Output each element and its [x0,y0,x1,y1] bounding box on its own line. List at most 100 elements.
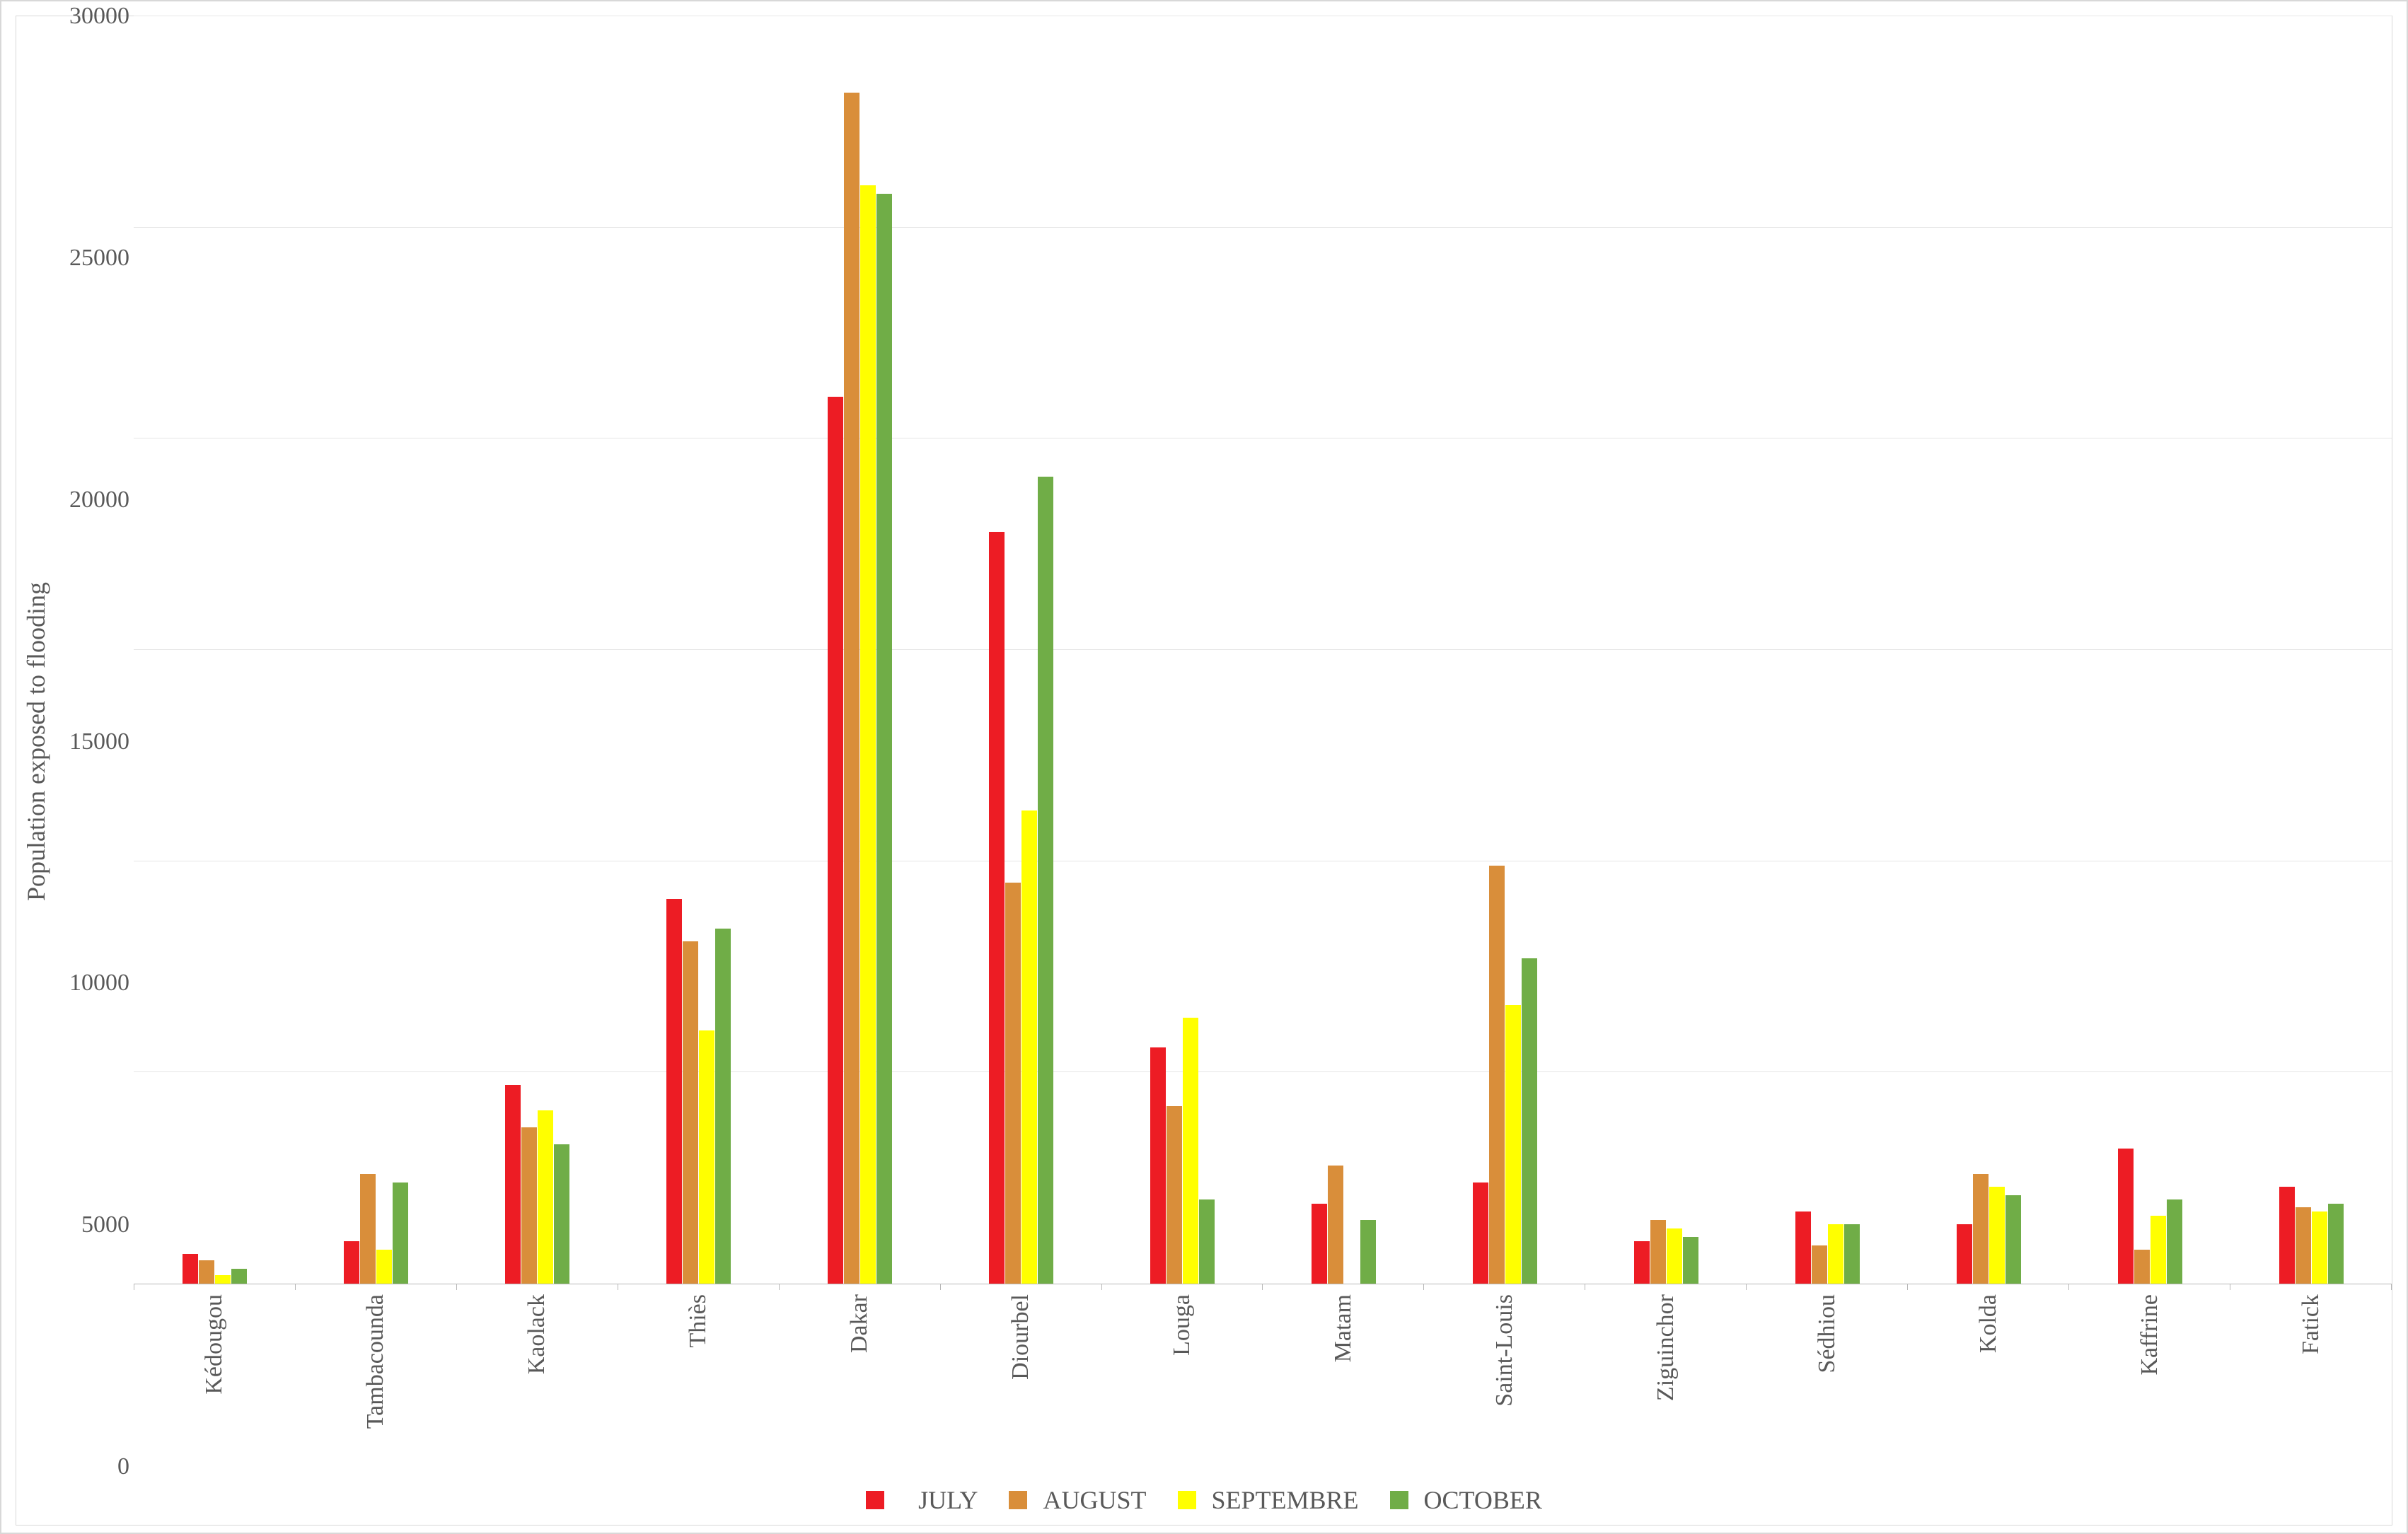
x-axis-label: Kédougou [134,1290,295,1467]
x-tick [1907,1284,2068,1290]
y-tick-label: 15000 [69,728,129,755]
bar-group [1101,16,1263,1284]
bar [989,532,1005,1284]
x-axis-label: Tambacounda [295,1290,456,1467]
bar-group [134,16,295,1284]
bar [2134,1250,2150,1284]
x-axis-label: Kolda [1908,1290,2069,1467]
legend-swatch [1390,1491,1408,1509]
bar [715,929,731,1284]
bar [1522,958,1537,1284]
legend-label: JULY [918,1485,978,1515]
legend-swatch [866,1491,884,1509]
x-axis-label-text: Kédougou [201,1294,228,1395]
bar [1038,477,1053,1284]
y-tick-label: 25000 [69,245,129,272]
y-axis-title: Population exposed to flooding [16,16,56,1467]
legend-item: OCTOBER [1390,1485,1542,1515]
bar [1650,1220,1666,1284]
bar-group [2069,16,2230,1284]
bar [1360,1220,1376,1284]
bar [1021,810,1037,1284]
y-tick-label: 30000 [69,3,129,30]
x-axis-label-text: Louga [1169,1294,1196,1356]
bar [231,1269,247,1284]
bar [828,397,843,1284]
x-axis-label: Kaffrine [2069,1290,2230,1467]
bar [1973,1174,1989,1284]
x-axis-label-text: Matam [1330,1294,1357,1362]
x-axis-label: Kaolack [456,1290,618,1467]
y-tick-label: 10000 [69,970,129,996]
bar [2167,1199,2182,1284]
bar [1683,1237,1698,1284]
x-axis-label-text: Kaolack [523,1294,550,1374]
bar-group [618,16,779,1284]
plot-area [134,16,2392,1284]
bar [183,1254,198,1284]
legend: JULY AUGUST SEPTEMBRE OCTOBER [16,1467,2392,1525]
x-axis-label-text: Thiès [685,1294,712,1348]
bar [393,1183,408,1284]
x-axis-label: Sédhiou [1747,1290,1908,1467]
x-axis-label-text: Kaffrine [2136,1294,2163,1376]
bar [683,941,698,1284]
bar-group [940,16,1101,1284]
x-axis-labels: Kédougou Tambacounda Kaolack Thiès Dakar Diou… [134,1290,2392,1467]
legend-swatch [1178,1491,1196,1509]
bar [1634,1241,1650,1284]
x-axis-label: Thiès [618,1290,779,1467]
x-axis-label: Matam [1263,1290,1424,1467]
x-axis-label-text: Diourbel [1007,1294,1034,1380]
x-tick [779,1284,940,1290]
bar [521,1127,537,1284]
x-axis-label-text: Ziguinchor [1652,1294,1679,1401]
bar [2118,1149,2134,1284]
bar [1328,1166,1343,1284]
bar [2005,1195,2021,1284]
x-tick [295,1284,456,1290]
y-tick-label: 20000 [69,487,129,513]
bar [844,93,859,1284]
bar [1812,1245,1827,1284]
bar [2296,1207,2311,1284]
bar [554,1144,569,1284]
x-axis-label-text: Kolda [1975,1294,2002,1353]
bar [1150,1047,1166,1284]
chart-frame: Population exposed to flooding 0 5000 1000… [0,0,2408,1534]
bar-group [1747,16,1908,1284]
x-tick [2068,1284,2230,1290]
bar [1489,866,1505,1284]
bar [666,899,682,1284]
bar [1005,883,1021,1284]
bar [1505,1005,1521,1284]
legend-swatch [1009,1491,1027,1509]
x-axis-label-text: Dakar [846,1294,873,1353]
x-axis-label: Louga [1101,1290,1263,1467]
bar [1312,1204,1327,1284]
bar-group [1908,16,2069,1284]
bar-group [456,16,618,1284]
legend-item: SEPTEMBRE [1178,1485,1359,1515]
bar [1667,1228,1682,1284]
plot-box: Population exposed to flooding 0 5000 1000… [16,16,2392,1526]
bar [376,1250,392,1284]
x-axis-label: Ziguinchor [1585,1290,1747,1467]
legend-label: AUGUST [1043,1485,1146,1515]
y-tick-label: 5000 [81,1211,129,1238]
x-tick [456,1284,618,1290]
bar [538,1110,553,1284]
bar [360,1174,376,1284]
x-tick-marks [134,1284,2392,1290]
x-axis-label: Diourbel [940,1290,1101,1467]
y-tick-label: 0 [117,1453,129,1480]
bar [1167,1106,1182,1284]
bar [1828,1224,1843,1284]
x-tick [2230,1284,2392,1290]
bar [699,1030,714,1284]
legend-label: OCTOBER [1424,1485,1542,1515]
x-tick [1746,1284,1907,1290]
bar [2151,1216,2166,1284]
bar-groups [134,16,2392,1284]
bar [1473,1183,1488,1284]
